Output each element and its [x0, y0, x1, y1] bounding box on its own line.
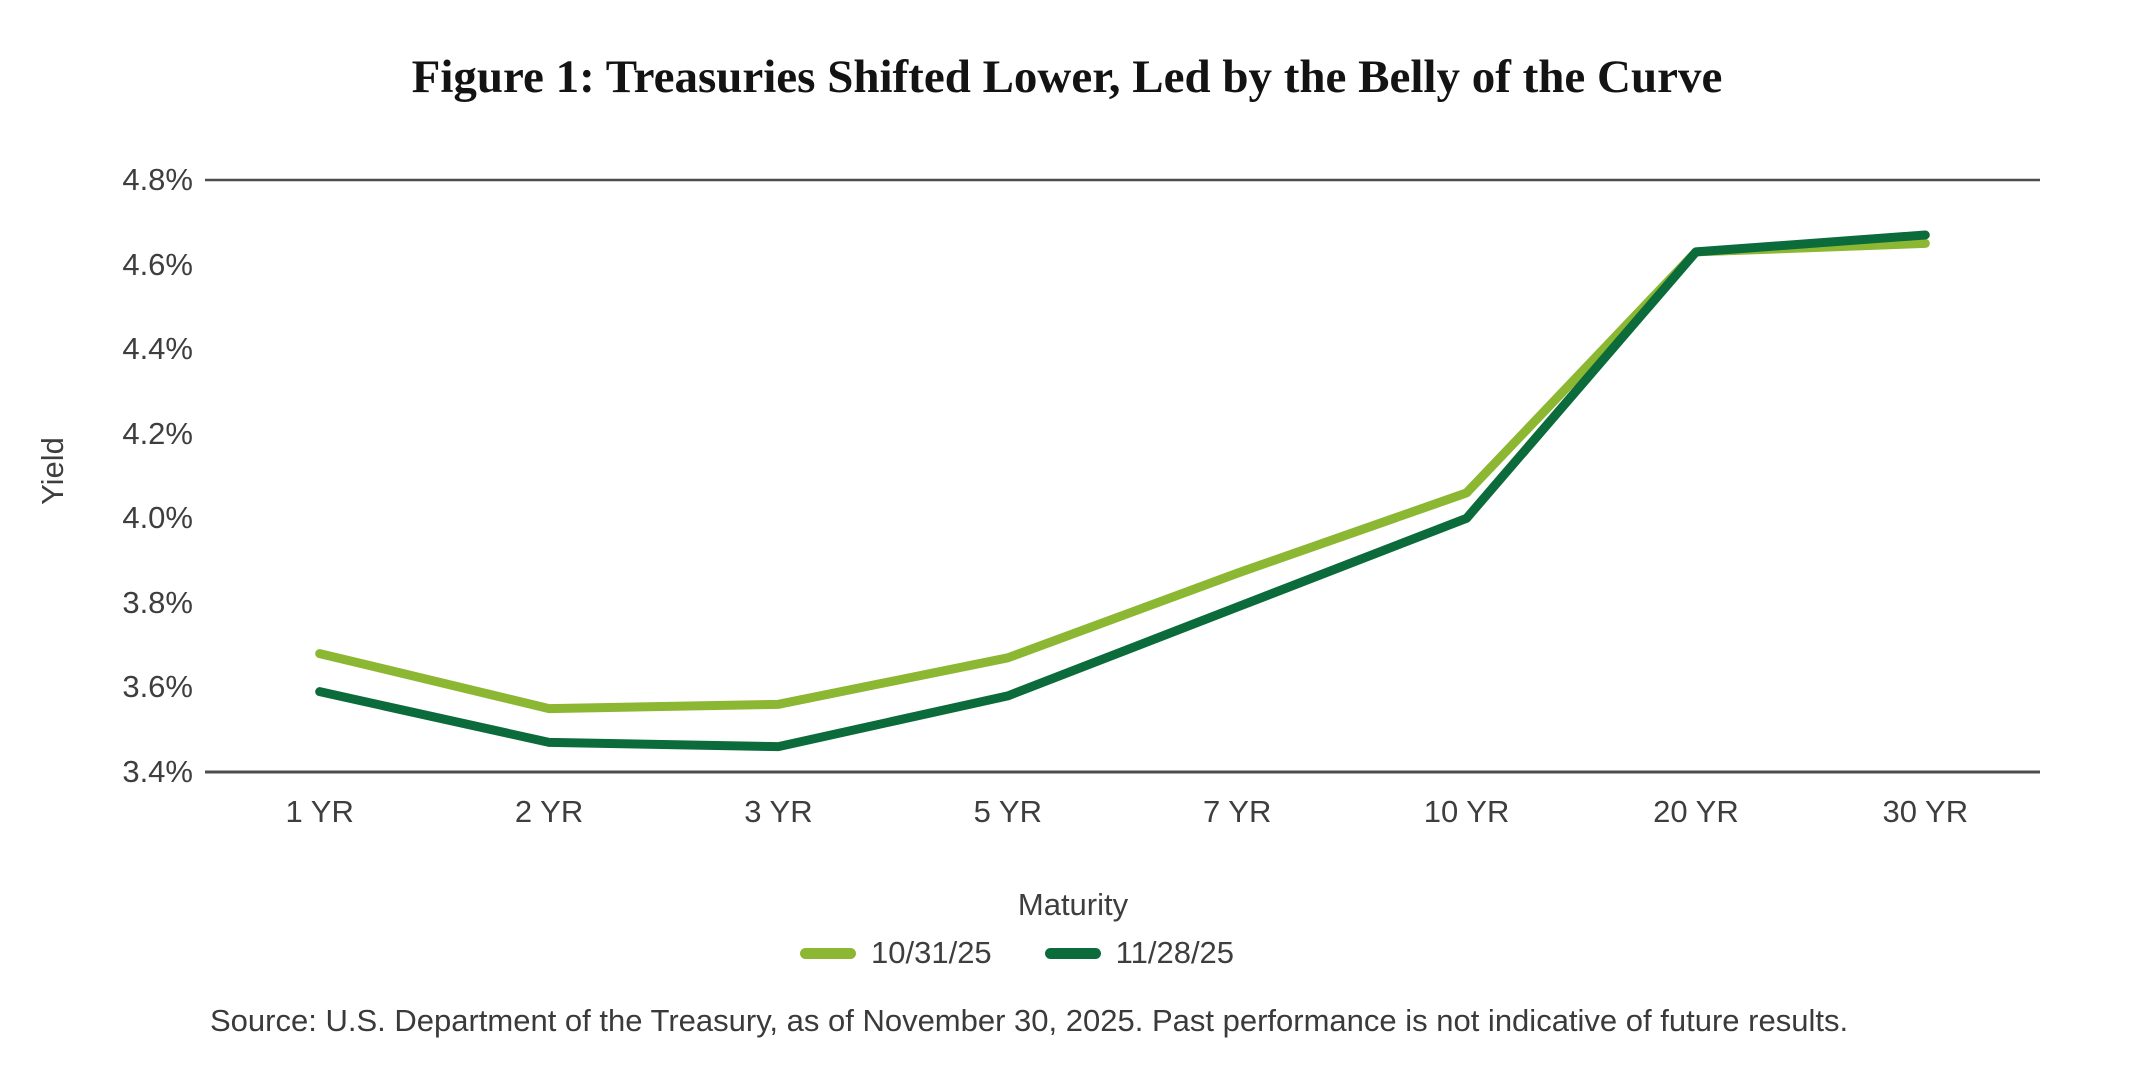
legend-label: 11/28/25	[1115, 935, 1235, 970]
series-line-11-28-25	[315, 230, 1930, 752]
x-tick-label: 1 YR	[285, 794, 354, 829]
x-tick-label: 30 YR	[1882, 794, 1969, 829]
y-tick-label: 4.4%	[122, 331, 193, 367]
legend-item: 10/31/25	[800, 935, 992, 971]
legend-item: 11/28/25	[1044, 935, 1235, 971]
y-axis-title: Yield	[35, 437, 70, 505]
y-tick-label: 4.0%	[122, 500, 193, 536]
series-line-10-31-25	[315, 238, 1930, 714]
source-note: Source: U.S. Department of the Treasury,…	[210, 1003, 1849, 1038]
legend-label: 10/31/25	[871, 935, 992, 970]
y-tick-label: 4.8%	[122, 162, 193, 197]
y-tick-label: 4.2%	[122, 415, 193, 451]
legend-swatch-icon	[1044, 947, 1101, 959]
x-tick-label: 2 YR	[514, 794, 584, 829]
x-tick-label: 5 YR	[973, 794, 1042, 829]
y-tick-label: 3.4%	[122, 754, 193, 789]
x-axis-title: Maturity	[1017, 887, 1129, 922]
y-tick-label: 3.8%	[122, 584, 193, 620]
chart-legend: 10/31/25 11/28/25	[800, 933, 1234, 973]
y-tick-label: 4.6%	[122, 246, 193, 282]
legend-swatch-icon	[800, 947, 856, 959]
x-tick-label: 10 YR	[1423, 794, 1510, 829]
x-tick-label: 20 YR	[1653, 794, 1739, 829]
y-tick-label: 3.6%	[122, 669, 193, 705]
x-tick-label: 3 YR	[744, 794, 813, 829]
x-tick-label: 7 YR	[1203, 794, 1272, 829]
chart-title: Figure 1: Treasuries Shifted Lower, Led …	[411, 51, 1723, 103]
